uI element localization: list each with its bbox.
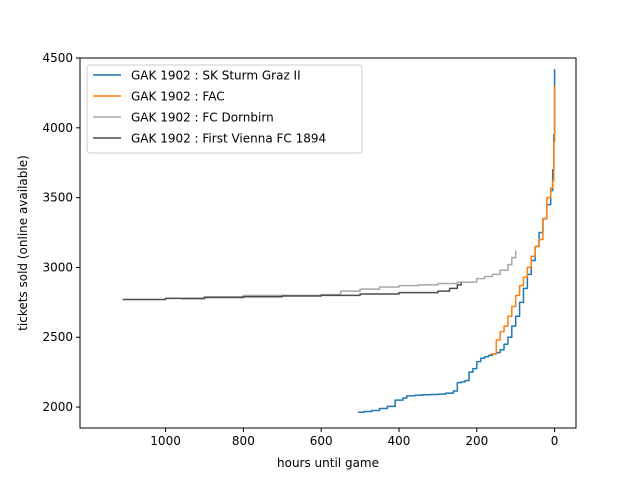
- x-tick-label: 0: [551, 434, 559, 448]
- legend-label: GAK 1902 : SK Sturm Graz II: [131, 69, 301, 83]
- x-axis-label: hours until game: [277, 456, 379, 470]
- series-line-gak-1902-first-vienna-fc-1894: [122, 282, 462, 301]
- series-line-gak-1902-fac: [490, 85, 556, 355]
- legend: GAK 1902 : SK Sturm Graz II GAK 1902 : FA…: [86, 64, 363, 154]
- legend-label: GAK 1902 : FC Dornbirn: [131, 111, 274, 125]
- legend-label: GAK 1902 : First Vienna FC 1894: [131, 132, 326, 146]
- y-tick-label: 3500: [42, 191, 73, 205]
- y-tick-label: 4000: [42, 121, 73, 135]
- y-tick-label: 3000: [42, 260, 73, 274]
- y-tick-label: 2000: [42, 400, 73, 414]
- plot-frame: [79, 57, 577, 429]
- series-layer: [122, 69, 556, 413]
- x-tick-label: 800: [232, 434, 255, 448]
- y-axis-ticks: 2000 2500 3000 3500 4000 4500: [42, 51, 80, 414]
- y-axis-label: tickets sold (online available): [16, 155, 30, 331]
- x-tick-label: 600: [310, 434, 333, 448]
- y-tick-label: 2500: [42, 330, 73, 344]
- x-tick-label: 200: [465, 434, 488, 448]
- x-tick-label: 1000: [150, 434, 181, 448]
- legend-frame: [86, 64, 363, 154]
- x-axis-ticks: 1000 800 600 400 200 0: [150, 428, 558, 448]
- y-tick-label: 4500: [42, 51, 73, 65]
- legend-label: GAK 1902 : FAC: [131, 90, 225, 104]
- legend-items: GAK 1902 : SK Sturm Graz II GAK 1902 : FA…: [93, 69, 326, 146]
- x-tick-label: 400: [388, 434, 411, 448]
